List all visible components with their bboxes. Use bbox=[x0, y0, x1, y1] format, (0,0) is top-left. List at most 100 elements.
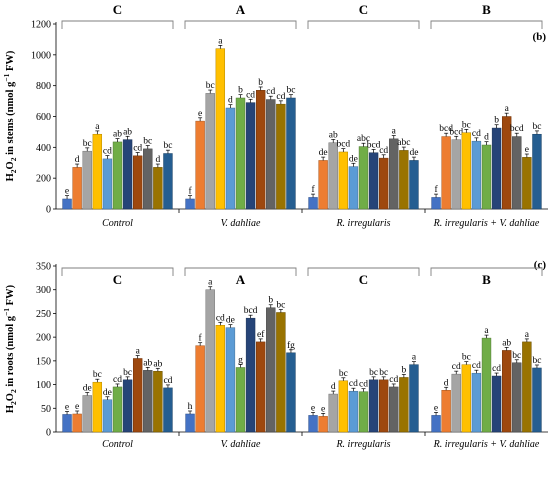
group-significance-bracket bbox=[430, 20, 543, 29]
bar bbox=[358, 146, 369, 210]
bar-significance-letter: f bbox=[434, 184, 438, 195]
bar-significance-letter: d bbox=[444, 378, 449, 388]
bar-significance-letter: a bbox=[218, 36, 223, 46]
bar bbox=[409, 160, 419, 210]
bar bbox=[358, 391, 369, 433]
bar bbox=[266, 99, 276, 210]
bar-significance-letter: e bbox=[65, 402, 69, 412]
bar bbox=[185, 198, 195, 210]
bar bbox=[389, 386, 399, 433]
group-significance-bracket bbox=[61, 267, 174, 276]
bar bbox=[471, 140, 482, 210]
bar-significance-letter: de bbox=[226, 316, 235, 326]
bar bbox=[389, 138, 399, 210]
bar bbox=[225, 107, 236, 210]
bar-significance-letter: cd bbox=[379, 146, 388, 156]
bar bbox=[225, 327, 236, 433]
bar bbox=[153, 167, 163, 210]
bar-significance-letter: ef bbox=[257, 329, 265, 340]
bar-significance-letter: ab bbox=[143, 358, 152, 368]
bar bbox=[235, 97, 246, 210]
bar-significance-letter: bc bbox=[532, 122, 541, 132]
bar-significance-letter: bc bbox=[369, 368, 378, 378]
bar bbox=[235, 367, 246, 433]
bar-significance-letter: bc bbox=[83, 139, 92, 149]
y-tick-label: 1000 bbox=[31, 50, 51, 61]
bar bbox=[102, 158, 113, 210]
y-axis-title-part: O bbox=[5, 393, 16, 401]
bar bbox=[328, 393, 338, 433]
bar bbox=[276, 103, 286, 210]
bar bbox=[132, 358, 143, 433]
y-tick-label: 250 bbox=[36, 309, 51, 320]
x-group-label: R. irregularis + V. dahliae bbox=[433, 439, 540, 450]
y-tick-label: 600 bbox=[36, 112, 51, 123]
bar-significance-letter: ab bbox=[123, 127, 132, 137]
bar bbox=[215, 48, 226, 210]
bar bbox=[82, 150, 92, 210]
y-axis-title-part: H bbox=[5, 405, 16, 413]
bar bbox=[215, 325, 226, 433]
group-significance-letter: B bbox=[482, 272, 491, 287]
bar-significance-letter: bcd bbox=[510, 124, 524, 134]
bar-significance-letter: de bbox=[103, 388, 112, 398]
bar bbox=[132, 155, 143, 210]
bar-significance-letter: cd bbox=[472, 129, 481, 139]
bar-significance-letter: e bbox=[65, 187, 69, 197]
bar bbox=[112, 386, 123, 433]
bar-significance-letter: de bbox=[349, 154, 358, 164]
group-significance-letter: C bbox=[359, 2, 368, 17]
bar bbox=[153, 371, 163, 433]
bar bbox=[451, 373, 461, 433]
bar bbox=[72, 413, 82, 433]
group-significance-bracket bbox=[61, 20, 174, 29]
bar-significance-letter: bcd bbox=[449, 127, 463, 137]
bar-significance-letter: bc bbox=[379, 368, 388, 378]
y-tick-label: 800 bbox=[36, 81, 51, 92]
bar-significance-letter: de bbox=[83, 383, 92, 393]
bar-significance-letter: a bbox=[392, 127, 397, 137]
bar-significance-letter: ab bbox=[153, 359, 162, 369]
bar-significance-letter: cd bbox=[472, 361, 481, 371]
y-tick-label: 100 bbox=[36, 380, 51, 391]
bar-significance-letter: a bbox=[484, 326, 489, 336]
bar bbox=[195, 120, 205, 210]
bar-significance-letter: d bbox=[155, 155, 160, 165]
bar bbox=[501, 350, 512, 433]
y-axis-title-part: 2 bbox=[9, 157, 18, 161]
bar-significance-letter: b bbox=[258, 78, 263, 88]
bar bbox=[451, 139, 461, 210]
bar bbox=[62, 198, 72, 210]
bar-significance-letter: cd bbox=[216, 313, 225, 323]
group-significance-bracket bbox=[430, 267, 543, 276]
y-axis-title-part: FW) bbox=[5, 50, 16, 74]
bar bbox=[348, 390, 359, 433]
bar bbox=[522, 341, 532, 433]
bar bbox=[338, 380, 349, 433]
y-tick-label: 1200 bbox=[31, 20, 51, 31]
bar bbox=[368, 152, 379, 210]
x-group-label: Control bbox=[102, 439, 133, 450]
y-tick-label: 50 bbox=[41, 404, 51, 415]
bar bbox=[286, 352, 296, 433]
bar bbox=[286, 97, 296, 210]
bar bbox=[532, 133, 542, 210]
bar-significance-letter: cd bbox=[276, 92, 285, 102]
y-axis-title-part: −1 bbox=[2, 308, 11, 316]
bar bbox=[461, 364, 472, 433]
bar bbox=[431, 197, 441, 210]
bar-significance-letter: ab bbox=[329, 130, 338, 140]
bar-significance-letter: e bbox=[525, 145, 529, 155]
bar-significance-letter: b bbox=[268, 296, 273, 306]
bar bbox=[338, 151, 349, 210]
bar-significance-letter: abc bbox=[357, 134, 370, 144]
x-group-label: V. dahliae bbox=[221, 439, 261, 450]
bar bbox=[441, 390, 451, 433]
bar-significance-letter: d bbox=[484, 133, 489, 143]
bar-significance-letter: bc bbox=[123, 368, 132, 378]
bar-significance-letter: a bbox=[412, 353, 417, 363]
y-axis-title: H2O2 in stems (nmol g−1 FW) bbox=[2, 50, 18, 181]
bar bbox=[328, 142, 338, 210]
